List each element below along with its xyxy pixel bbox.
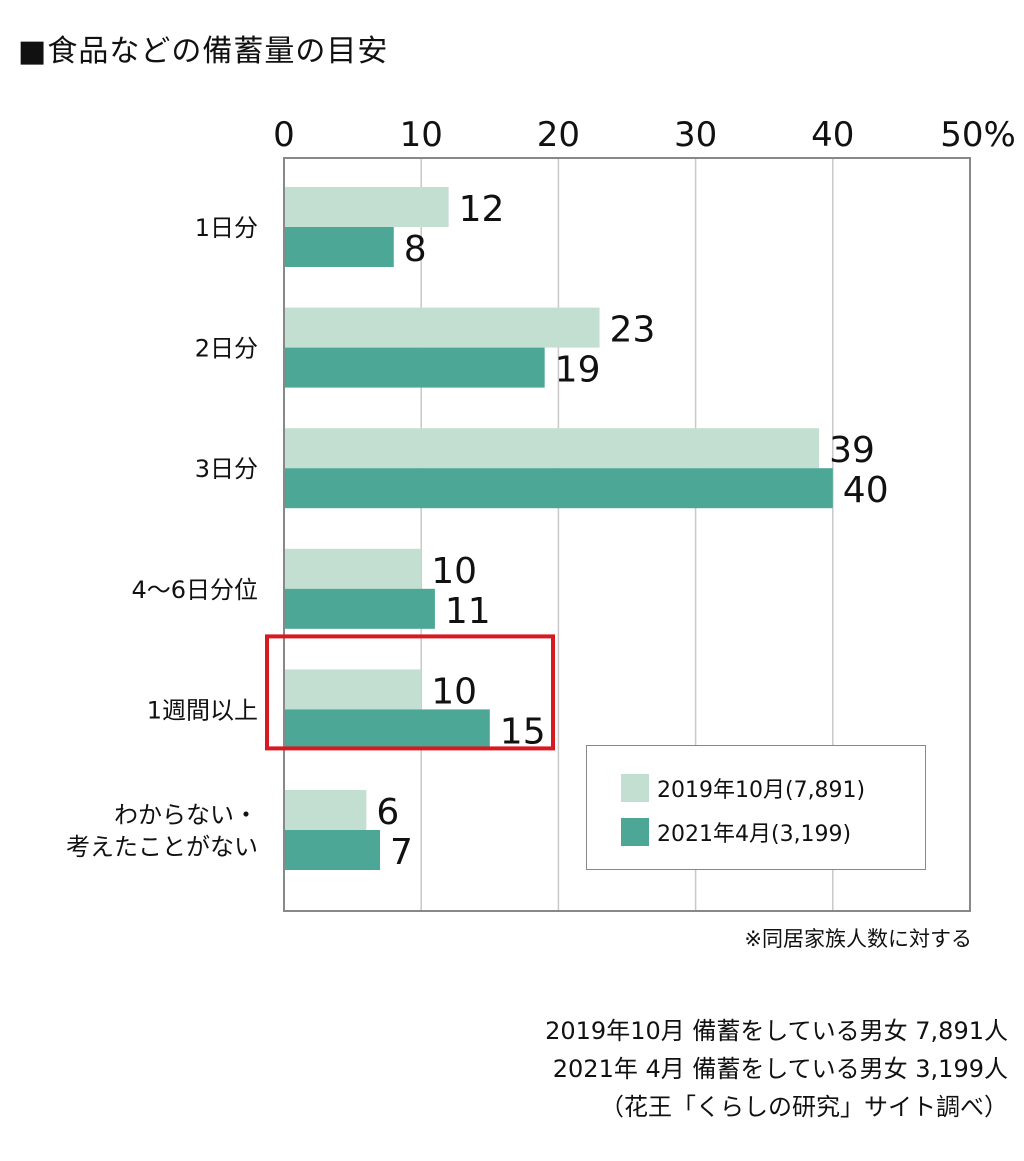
x-tick-label: 20 (537, 115, 580, 155)
source-citation: （花王「くらしの研究」サイト調べ） (600, 1093, 1008, 1121)
data-label: 15 (500, 711, 546, 752)
source-line-2021: 2021年 4月 備蓄をしている男女 3,199人 (552, 1055, 1008, 1083)
category-label: 1週間以上 (147, 696, 258, 724)
highlight-box (265, 634, 555, 751)
data-label: 8 (404, 229, 427, 270)
legend-item-2019: 2019年10月(7,891) (621, 772, 865, 804)
chart-title: ■食品などの備蓄量の目安 (18, 34, 389, 69)
category-label: 4〜6日分位 (131, 576, 258, 604)
x-tick-label: 50% (940, 115, 1016, 155)
category-label: 考えたことがない (66, 833, 258, 861)
category-label: 2日分 (195, 335, 258, 363)
data-label: 40 (843, 470, 889, 511)
footnote: ※同居家族人数に対する (744, 927, 972, 951)
data-label: 7 (390, 832, 413, 873)
bar-2019 (284, 669, 422, 710)
legend-item-2021: 2021年4月(3,199) (621, 816, 851, 848)
data-label: 10 (431, 551, 477, 592)
bar-2021 (284, 468, 833, 509)
data-label: 6 (376, 792, 399, 833)
data-label: 11 (445, 591, 491, 632)
x-tick-label: 30 (674, 115, 717, 155)
bar-2019 (284, 307, 600, 348)
category-label: わからない・ (114, 801, 258, 829)
source-block: 2019年10月 備蓄をしている男女 7,891人 2021年 4月 備蓄をして… (545, 1012, 1008, 1126)
legend-label-2019: 2019年10月(7,891) (657, 778, 866, 803)
bar-2019 (284, 790, 367, 830)
source-line-2019: 2019年10月 備蓄をしている男女 7,891人 (545, 1017, 1008, 1045)
bar-2021 (284, 588, 435, 629)
category-label: 3日分 (195, 455, 258, 483)
bar-2021 (284, 227, 394, 267)
bar-2021 (284, 709, 490, 750)
bar-2019 (284, 187, 449, 227)
legend-swatch-2019 (621, 774, 649, 802)
bar-2021 (284, 347, 545, 388)
legend-swatch-2021 (621, 818, 649, 846)
x-tick-label: 10 (400, 115, 443, 155)
x-tick-label: 0 (273, 115, 295, 155)
data-label: 39 (829, 430, 875, 471)
x-tick-label: 40 (811, 115, 854, 155)
category-label: 1日分 (195, 214, 258, 242)
data-label: 19 (555, 350, 601, 391)
bar-2019 (284, 548, 422, 589)
bar-2021 (284, 830, 381, 870)
data-label: 23 (610, 310, 656, 351)
data-label: 12 (459, 189, 505, 230)
data-label: 10 (431, 671, 477, 712)
legend-label-2021: 2021年4月(3,199) (657, 822, 852, 847)
legend: 2019年10月(7,891) 2021年4月(3,199) (586, 745, 926, 870)
plot-frame (283, 157, 971, 912)
bar-2019 (284, 428, 820, 469)
